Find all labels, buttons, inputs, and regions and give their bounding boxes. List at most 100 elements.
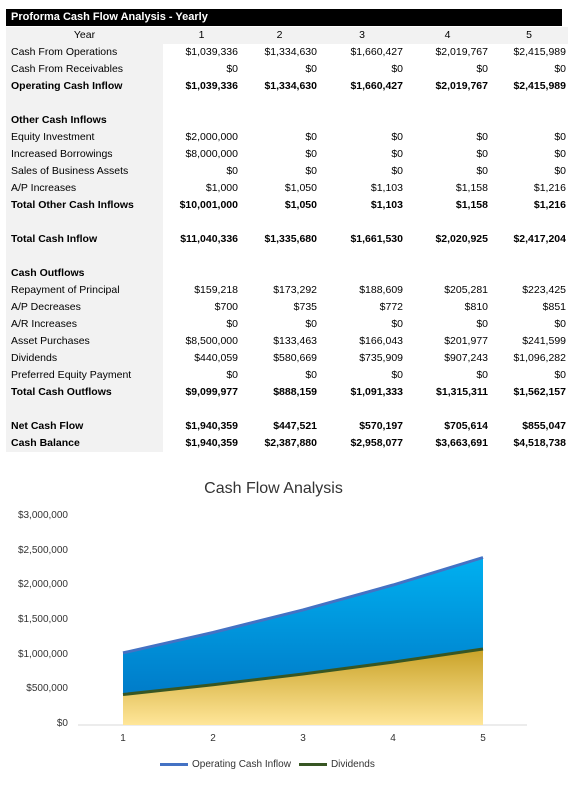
y-tick-label: $3,000,000 <box>17 510 68 521</box>
row-label: Other Cash Inflows <box>6 112 163 129</box>
row-label: Increased Borrowings <box>6 146 163 163</box>
cell-value: $0 <box>476 165 488 177</box>
cell-value <box>319 112 405 129</box>
table-row: Total Cash Outflows $9,099,977 $888,159 $1,… <box>6 384 568 401</box>
table-row: Net Cash Flow $1,940,359 $447,521 $570,197 $… <box>6 418 568 435</box>
row-label: A/P Increases <box>6 180 163 197</box>
spacer-cell <box>490 248 568 265</box>
cell-value: $0 <box>226 165 238 177</box>
cell-value: $1,158 <box>455 199 488 211</box>
cell-value: $1,334,630 <box>264 80 317 92</box>
spacer-cell <box>490 95 568 112</box>
cell-value: $1,216 <box>533 182 566 194</box>
table-row: Increased Borrowings $8,000,000 $0 $0 $0 $0 <box>6 146 568 163</box>
operating-line <box>122 556 484 655</box>
table-row: A/R Increases $0 $0 $0 $0 $0 <box>6 316 568 333</box>
cell-value: $570,197 <box>359 420 403 432</box>
year-5-header: 5 <box>490 27 568 44</box>
y-tick-label: $2,500,000 <box>17 544 68 556</box>
row-label: Preferred Equity Payment <box>6 367 163 384</box>
cell-value: $1,050 <box>284 182 317 194</box>
cell-value: $907,243 <box>444 352 488 364</box>
cell-value: $1,039,336 <box>185 46 238 58</box>
legend-label-dividends: Dividends <box>330 759 375 770</box>
cell-value <box>240 265 319 282</box>
spacer-cell <box>405 401 490 418</box>
x-tick-label: 3 <box>300 733 306 744</box>
spacer-cell <box>163 214 240 231</box>
cell-value: $1,940,359 <box>185 437 238 449</box>
cell-value: $1,091,333 <box>350 386 403 398</box>
spacer-cell <box>163 95 240 112</box>
row-label: Dividends <box>6 350 163 367</box>
cell-value: $851 <box>542 301 566 313</box>
row-label: Net Cash Flow <box>6 418 163 435</box>
spacer-row <box>6 95 568 112</box>
chart-title: Cash Flow Analysis <box>204 480 343 497</box>
year-header: Year <box>6 27 163 44</box>
cell-value <box>163 112 240 129</box>
cell-value: $0 <box>391 148 403 160</box>
table-row: Operating Cash Inflow $1,039,336 $1,334,63… <box>6 78 568 95</box>
cell-value: $2,000,000 <box>185 131 238 143</box>
cell-value: $1,562,157 <box>513 386 566 398</box>
spacer-cell <box>6 401 163 418</box>
year-3-header: 3 <box>319 27 405 44</box>
cell-value: $1,050 <box>284 199 317 211</box>
cash-flow-table: Year 1 2 3 4 5 Cash From Operations $1,03… <box>6 27 568 452</box>
cash-flow-chart: Cash Flow Analysis $3,000,000 $2,500,000 $… <box>0 470 569 792</box>
cell-value: $855,047 <box>522 420 566 432</box>
cell-value: $0 <box>476 318 488 330</box>
cell-value: $2,958,077 <box>350 437 403 449</box>
table-row: Cash Balance $1,940,359 $2,387,880 $2,958,0… <box>6 435 568 452</box>
legend-label-operating: Operating Cash Inflow <box>192 759 291 770</box>
cell-value <box>163 265 240 282</box>
cell-value: $3,663,691 <box>435 437 488 449</box>
dividends-line <box>122 647 484 696</box>
cell-value <box>405 112 490 129</box>
cell-value: $1,334,630 <box>264 46 317 58</box>
spacer-cell <box>240 248 319 265</box>
cell-value: $0 <box>391 63 403 75</box>
cell-value: $1,216 <box>533 199 566 211</box>
cell-value: $2,415,989 <box>513 46 566 58</box>
row-label: Total Other Cash Inflows <box>6 197 163 214</box>
spacer-cell <box>319 95 405 112</box>
spacer-cell <box>490 401 568 418</box>
cell-value: $2,417,204 <box>513 233 566 245</box>
cell-value: $8,000,000 <box>185 148 238 160</box>
spacer-row <box>6 248 568 265</box>
spacer-row <box>6 401 568 418</box>
header-row: Year 1 2 3 4 5 <box>6 27 568 44</box>
legend-swatch-operating <box>160 763 188 766</box>
table-row: A/P Decreases $700 $735 $772 $810 $851 <box>6 299 568 316</box>
year-1-header: 1 <box>163 27 240 44</box>
table-title: Proforma Cash Flow Analysis - Yearly <box>6 9 562 26</box>
cell-value: $888,159 <box>273 386 317 398</box>
year-4-header: 4 <box>405 27 490 44</box>
cell-value: $159,218 <box>194 284 238 296</box>
table-row: Equity Investment $2,000,000 $0 $0 $0 $0 <box>6 129 568 146</box>
cell-value: $2,020,925 <box>435 233 488 245</box>
cell-value: $0 <box>554 131 566 143</box>
x-tick-label: 1 <box>120 733 126 744</box>
cell-value: $9,099,977 <box>185 386 238 398</box>
row-label: Operating Cash Inflow <box>6 78 163 95</box>
row-label: Cash From Operations <box>6 44 163 61</box>
table-row: A/P Increases $1,000 $1,050 $1,103 $1,158 $1,… <box>6 180 568 197</box>
cell-value: $1,039,336 <box>185 80 238 92</box>
cell-value: $0 <box>305 318 317 330</box>
cell-value: $0 <box>476 131 488 143</box>
row-label: A/P Decreases <box>6 299 163 316</box>
cell-value: $0 <box>554 63 566 75</box>
y-tick-label: $500,000 <box>26 683 68 695</box>
row-label: Cash Outflows <box>6 265 163 282</box>
spacer-row <box>6 214 568 231</box>
cell-value: $700 <box>214 301 238 313</box>
legend-item-dividends: Dividends <box>298 759 375 770</box>
cell-value: $1,660,427 <box>350 80 403 92</box>
cell-value: $0 <box>391 369 403 381</box>
spacer-cell <box>6 95 163 112</box>
cell-value: $1,158 <box>455 182 488 194</box>
cell-value: $0 <box>305 131 317 143</box>
